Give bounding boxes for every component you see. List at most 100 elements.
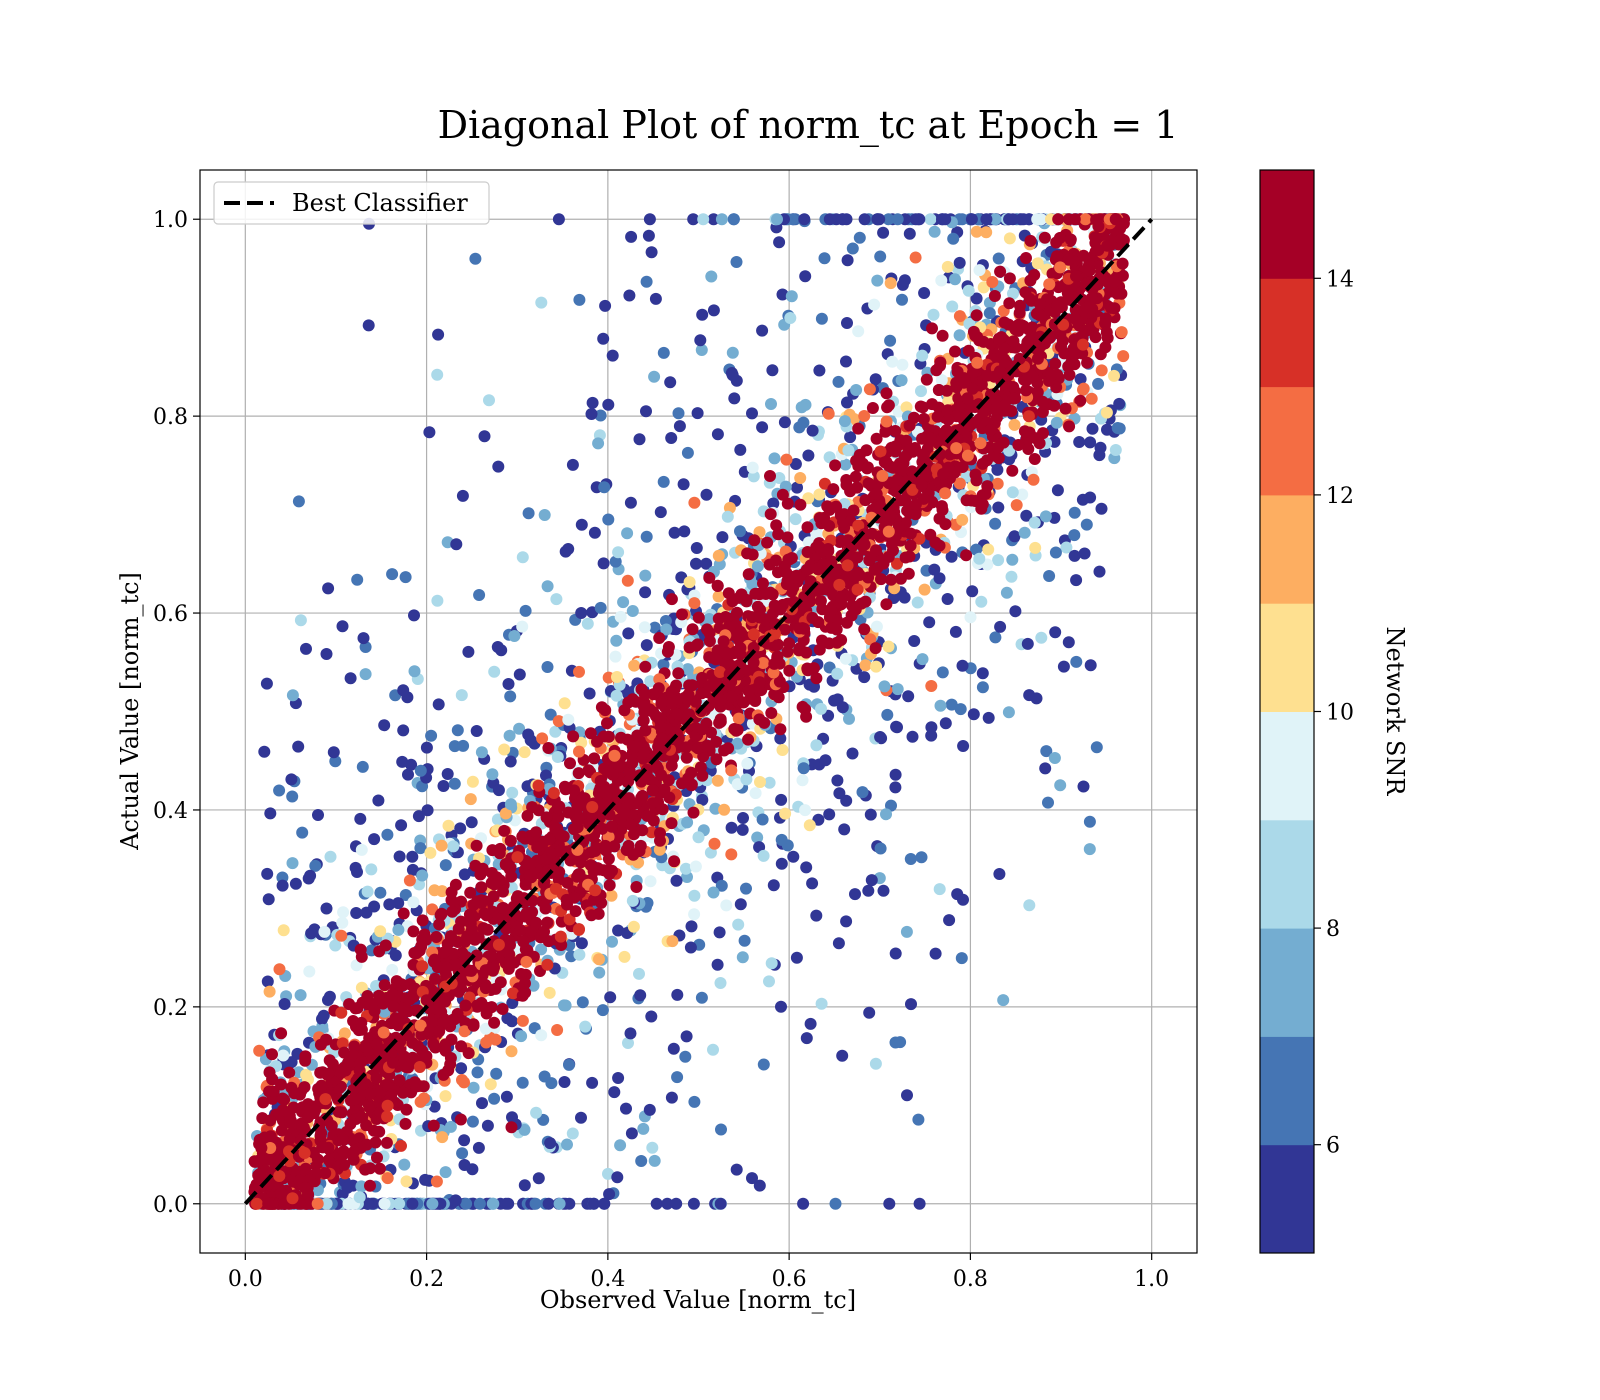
- scatter-point: [373, 1162, 386, 1175]
- scatter-point: [862, 477, 875, 490]
- scatter-point: [264, 1114, 277, 1127]
- scatter-point: [884, 277, 897, 290]
- scatter-point: [884, 334, 897, 347]
- scatter-point: [778, 416, 791, 429]
- scatter-point: [732, 712, 745, 725]
- scatter-point: [1068, 358, 1081, 371]
- scatter-point: [656, 803, 669, 816]
- scatter-point: [911, 596, 924, 609]
- scatter-point: [734, 898, 747, 911]
- scatter-point: [829, 459, 842, 472]
- scatter-point: [925, 721, 938, 734]
- scatter-point: [399, 889, 412, 901]
- scatter-point: [454, 822, 467, 835]
- scatter-point: [464, 886, 477, 899]
- scatter-point: [994, 265, 1007, 278]
- scatter-point: [696, 723, 709, 736]
- scatter-point: [936, 329, 949, 342]
- scatter-point: [742, 568, 755, 581]
- scatter-point: [746, 548, 759, 561]
- scatter-point: [856, 786, 869, 799]
- scatter-point: [1020, 509, 1033, 522]
- scatter-point: [516, 1014, 529, 1027]
- scatter-point: [395, 819, 408, 832]
- scatter-point: [889, 781, 902, 794]
- scatter-point: [386, 568, 399, 581]
- scatter-point: [877, 226, 890, 239]
- scatter-point: [362, 319, 375, 332]
- scatter-point: [1094, 348, 1107, 361]
- scatter-point: [515, 968, 528, 980]
- scatter-point: [751, 831, 764, 844]
- scatter-point: [925, 680, 938, 692]
- scatter-point: [417, 1080, 430, 1093]
- scatter-point: [588, 893, 600, 906]
- scatter-point: [640, 639, 653, 652]
- scatter-point: [1108, 302, 1121, 315]
- scatter-point: [357, 632, 370, 645]
- scatter-point: [665, 593, 678, 606]
- scatter-point: [801, 546, 814, 558]
- scatter-point: [671, 988, 684, 1001]
- scatter-point: [487, 890, 500, 903]
- scatter-point: [558, 1076, 571, 1088]
- scatter-point: [1042, 796, 1054, 809]
- scatter-point: [447, 947, 460, 960]
- scatter-point: [926, 398, 939, 411]
- scatter-point: [1028, 516, 1041, 529]
- scatter-point: [721, 510, 734, 523]
- scatter-point: [799, 804, 812, 817]
- scatter-point: [802, 449, 815, 462]
- scatter-point: [756, 421, 769, 434]
- scatter-point: [953, 329, 966, 342]
- scatter-point: [1081, 356, 1094, 369]
- scatter-point: [626, 605, 639, 617]
- scatter-point: [368, 1124, 380, 1137]
- scatter-point: [1053, 232, 1066, 244]
- scatter-point: [519, 604, 532, 617]
- scatter-point: [839, 458, 852, 471]
- scatter-point: [518, 1123, 531, 1136]
- scatter-point: [625, 230, 638, 243]
- scatter-point: [1099, 312, 1112, 325]
- scatter-point: [843, 712, 855, 725]
- scatter-point: [775, 1000, 787, 1013]
- scatter-point: [711, 428, 724, 441]
- scatter-point: [1002, 706, 1015, 719]
- scatter-point: [636, 824, 649, 837]
- scatter-point: [1113, 397, 1126, 410]
- scatter-point: [455, 689, 468, 702]
- scatter-point: [991, 477, 1004, 490]
- scatter-point: [613, 760, 626, 773]
- scatter-point: [858, 671, 871, 684]
- scatter-point: [353, 1191, 366, 1204]
- scatter-point: [612, 546, 625, 559]
- scatter-point: [1017, 213, 1030, 226]
- scatter-point: [264, 1142, 277, 1154]
- scatter-point: [695, 344, 708, 356]
- scatter-point: [486, 768, 499, 781]
- scatter-point: [686, 679, 699, 692]
- scatter-point: [317, 1009, 330, 1022]
- scatter-point: [667, 1042, 680, 1055]
- scatter-point: [953, 256, 966, 269]
- scatter-point: [406, 1197, 419, 1210]
- scatter-point: [630, 881, 643, 893]
- scatter-point: [504, 690, 517, 703]
- scatter-point: [542, 742, 555, 754]
- scatter-point: [640, 275, 653, 288]
- scatter-point: [753, 676, 766, 689]
- scatter-point: [458, 1025, 471, 1038]
- scatter-point: [984, 424, 997, 437]
- scatter-point: [567, 730, 580, 743]
- scatter-point: [757, 657, 770, 669]
- scatter-point: [840, 355, 852, 368]
- scatter-point: [581, 617, 594, 630]
- scatter-point: [908, 635, 921, 647]
- scatter-point: [587, 1197, 600, 1210]
- scatter-point: [515, 1030, 528, 1043]
- scatter-point: [292, 740, 305, 753]
- scatter-point: [683, 576, 696, 589]
- scatter-point: [700, 557, 713, 570]
